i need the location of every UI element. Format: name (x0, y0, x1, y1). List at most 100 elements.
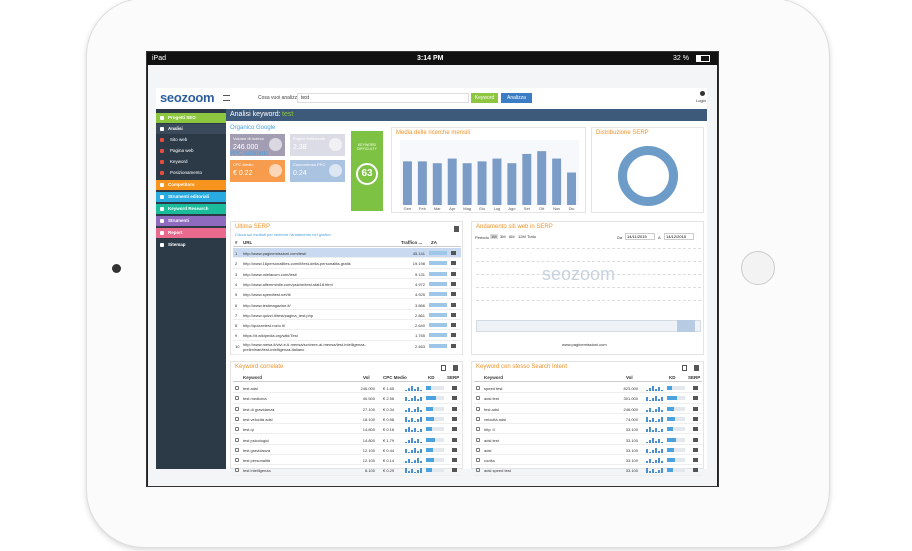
star-icon[interactable] (476, 468, 480, 473)
row-icon[interactable] (451, 261, 456, 266)
table-row[interactable]: 5 http://www.speedtest.net/it/4.925 (233, 289, 461, 300)
row-icon[interactable] (451, 281, 456, 286)
sidebar-item[interactable]: Sito web (156, 135, 226, 145)
table-row[interactable]: 8 http://quizzetest.rozlo.it/2.640 (233, 320, 461, 331)
sidebar-item[interactable]: Strumenti editoriali (156, 192, 226, 202)
row-icon[interactable] (451, 323, 456, 328)
kpi-label: Pagine indicizzate (293, 136, 326, 141)
serp-icon[interactable] (693, 386, 698, 390)
star-icon[interactable] (476, 427, 480, 432)
serp-icon[interactable] (693, 447, 698, 452)
serp-icon[interactable] (452, 437, 457, 442)
star-icon[interactable] (235, 406, 239, 411)
table-row[interactable]: 10 http://www.mesa.it/vivi-e-ti-mensa/scr… (233, 340, 461, 355)
table-row[interactable]: 3 http://www.mielacom.com/test/9.131 (233, 268, 461, 279)
star-icon[interactable] (476, 458, 480, 463)
row-icon[interactable] (451, 251, 456, 255)
sidebar-item[interactable]: Strumenti (156, 216, 226, 226)
row-icon[interactable] (451, 271, 456, 276)
keyword[interactable]: test gravidanza (243, 447, 271, 453)
star-icon[interactable] (476, 447, 480, 452)
keyword[interactable]: test intelligenza (243, 468, 271, 474)
search-input[interactable]: test (297, 93, 469, 103)
logo[interactable]: seozoom (160, 90, 215, 105)
keyword[interactable]: adsl (484, 447, 492, 453)
serp-icon[interactable] (693, 468, 698, 473)
star-icon[interactable] (235, 458, 239, 463)
from-date[interactable]: 14/11/2015 (625, 233, 655, 240)
serp-icon[interactable] (452, 447, 457, 452)
table-row[interactable]: 4 http://www.alfemminile.com/psiche/test-… (233, 278, 461, 290)
serp-icon[interactable] (693, 396, 698, 401)
keyword[interactable]: test velocità adsl (243, 416, 273, 422)
sidebar-item[interactable]: Sitemap (156, 240, 226, 250)
keyword[interactable]: test qi (243, 427, 254, 433)
to-date[interactable]: 14/12/2015 (664, 233, 694, 240)
keyword[interactable]: coolta (484, 458, 495, 464)
table-row[interactable]: 1 http://www.paginemissioni.com/test/45.1… (233, 248, 461, 259)
keyword[interactable]: test di gravidanza (243, 406, 275, 412)
table-row[interactable]: 6 http://www.testmagazine.it/3.866 (233, 299, 461, 310)
sidebar-item[interactable]: Pagina web (156, 146, 226, 156)
keyword[interactable]: speed test (484, 386, 503, 391)
table-row[interactable]: 7 http://www.quizzi.it/test/pagina_test.p… (233, 309, 461, 321)
keyword[interactable]: test medicina (243, 396, 267, 402)
star-icon[interactable] (235, 386, 239, 390)
keyword-button[interactable]: Keyword (471, 93, 498, 103)
serp-icon[interactable] (452, 386, 457, 390)
sidebar-item[interactable]: Keyword Research (156, 204, 226, 214)
sidebar-item[interactable]: Analisi (156, 124, 226, 134)
serp-icon[interactable] (693, 406, 698, 411)
star-icon[interactable] (235, 447, 239, 452)
keyword[interactable]: adsl speed test (484, 468, 511, 474)
keyword[interactable]: test adsl (484, 406, 499, 412)
serp-icon[interactable] (452, 458, 457, 463)
keyword[interactable]: http :// (484, 427, 496, 433)
keyword[interactable]: velocità adsl (484, 416, 507, 422)
serp-icon[interactable] (452, 396, 457, 401)
keyword[interactable]: test personalità (243, 458, 271, 464)
star-icon[interactable] (235, 416, 239, 421)
star-icon[interactable] (476, 416, 480, 421)
period-button[interactable]: 12M (518, 234, 526, 239)
row-icon[interactable] (451, 302, 456, 307)
table-row[interactable]: 2 http://www.16personalities.com/it/test-… (233, 258, 461, 269)
serp-icon[interactable] (693, 437, 698, 442)
period-button[interactable]: 3M (500, 234, 506, 239)
star-icon[interactable] (235, 427, 239, 432)
sidebar-item[interactable]: Report (156, 228, 226, 238)
keyword[interactable]: test psicologici (243, 437, 270, 443)
star-icon[interactable] (235, 437, 239, 442)
keyword[interactable]: adsl test (484, 437, 499, 443)
period-button[interactable]: Tutto (527, 234, 536, 239)
sidebar-item[interactable]: Progetti SEO (156, 113, 226, 123)
serp-icon[interactable] (452, 416, 457, 421)
sparkline-bar (646, 441, 648, 443)
period-button[interactable]: 1M (490, 234, 498, 239)
star-icon[interactable] (476, 386, 480, 390)
analyze-button[interactable]: Analizza (501, 93, 532, 103)
sidebar-item[interactable]: Keyword (156, 157, 226, 167)
login-link[interactable]: Login (696, 98, 706, 103)
sidebar-item[interactable]: Competitors (156, 180, 226, 190)
serp-icon[interactable] (693, 416, 698, 421)
serp-icon[interactable] (452, 406, 457, 411)
table-row[interactable]: 9 https://it.wikipedia.org/wiki/Test 1.765 (233, 330, 461, 341)
row-icon[interactable] (451, 292, 456, 297)
star-icon[interactable] (235, 468, 239, 473)
period-button[interactable]: 6M (509, 234, 515, 239)
star-icon[interactable] (476, 396, 480, 401)
row-icon[interactable] (451, 343, 456, 348)
star-icon[interactable] (476, 437, 480, 442)
star-icon[interactable] (476, 406, 480, 411)
keyword[interactable]: test adsl (243, 386, 258, 391)
star-icon[interactable] (235, 396, 239, 401)
serp-icon[interactable] (452, 468, 457, 473)
sidebar-item[interactable]: Posizionamento (156, 168, 226, 178)
serp-icon[interactable] (693, 427, 698, 432)
row-icon[interactable] (451, 333, 456, 338)
serp-icon[interactable] (693, 458, 698, 463)
serp-icon[interactable] (452, 427, 457, 432)
row-icon[interactable] (451, 312, 456, 317)
keyword[interactable]: adsl test (484, 396, 499, 402)
